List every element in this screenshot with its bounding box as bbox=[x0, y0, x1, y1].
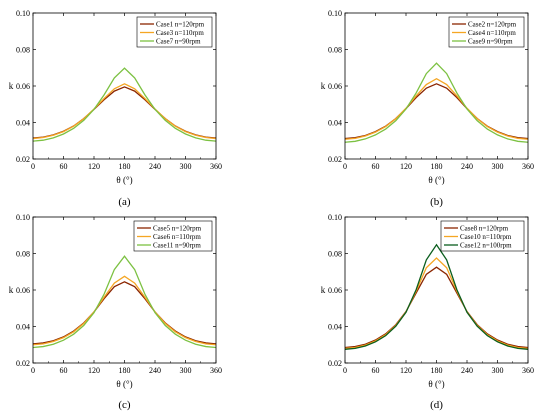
y-tick-label: 0.04 bbox=[16, 119, 30, 128]
y-axis-label: k bbox=[321, 285, 326, 295]
chart-panel-3: 0 60 120 180 240 300 360 0.02 0.04 0.06 0.08 0.10 θ … bbox=[9, 213, 222, 411]
y-tick-label: 0.08 bbox=[16, 46, 30, 55]
x-tick-label: 0 bbox=[31, 162, 35, 171]
y-tick-label: 0.10 bbox=[328, 9, 342, 18]
legend-entry: Case3 n=110rpm bbox=[156, 29, 204, 37]
x-tick-label: 60 bbox=[60, 162, 68, 171]
legend-entry: Case7 n=90rpm bbox=[156, 38, 201, 46]
y-tick-label: 0.02 bbox=[16, 155, 30, 164]
panel-caption: (c) bbox=[118, 399, 131, 411]
series-line-3 bbox=[344, 62, 529, 143]
series-line-2 bbox=[344, 77, 529, 140]
x-tick-label: 180 bbox=[119, 366, 131, 375]
series-line-2 bbox=[344, 257, 529, 350]
legend-entry: Case11 n=90rpm bbox=[153, 242, 201, 250]
legend-entry: Case8 n=120rpm bbox=[460, 225, 509, 233]
x-tick-label: 360 bbox=[210, 366, 222, 375]
y-tick-label: 0.08 bbox=[16, 250, 30, 259]
x-tick-label: 60 bbox=[372, 366, 380, 375]
series-line-1 bbox=[344, 83, 529, 140]
x-tick-label: 360 bbox=[522, 162, 534, 171]
y-axis-label: k bbox=[9, 285, 14, 295]
y-tick-label: 0.10 bbox=[328, 213, 342, 222]
x-axis-label: θ (°) bbox=[116, 175, 132, 185]
x-axis-label: θ (°) bbox=[428, 379, 444, 389]
x-tick-label: 240 bbox=[461, 162, 473, 171]
x-tick-label: 300 bbox=[492, 162, 504, 171]
x-tick-label: 120 bbox=[88, 366, 100, 375]
x-tick-label: 300 bbox=[180, 366, 192, 375]
x-tick-label: 300 bbox=[180, 162, 192, 171]
legend-entry: Case4 n=110rpm bbox=[468, 29, 516, 37]
y-tick-label: 0.04 bbox=[328, 119, 342, 128]
x-tick-label: 240 bbox=[149, 162, 161, 171]
legend-entry: Case10 n=110rpm bbox=[460, 233, 512, 241]
chart-panel-4: 0 60 120 180 240 300 360 0.02 0.04 0.06 0.08 0.10 θ … bbox=[321, 213, 534, 411]
y-tick-label: 0.10 bbox=[16, 9, 30, 18]
y-axis-label: k bbox=[9, 81, 14, 91]
y-tick-label: 0.06 bbox=[16, 286, 30, 295]
panel-caption: (d) bbox=[430, 399, 443, 411]
series-line-2 bbox=[32, 275, 217, 346]
y-axis-label: k bbox=[321, 81, 326, 91]
x-tick-label: 120 bbox=[400, 162, 412, 171]
x-tick-label: 180 bbox=[119, 162, 131, 171]
legend-entry: Case6 n=110rpm bbox=[153, 233, 201, 241]
series-line-3 bbox=[344, 243, 529, 350]
x-axis-label: θ (°) bbox=[116, 379, 132, 389]
legend-entry: Case2 n=120rpm bbox=[468, 21, 517, 29]
y-tick-label: 0.04 bbox=[16, 323, 30, 332]
x-tick-label: 120 bbox=[88, 162, 100, 171]
x-tick-label: 120 bbox=[400, 366, 412, 375]
legend-entry: Case12 n=100rpm bbox=[460, 242, 512, 250]
x-tick-label: 360 bbox=[522, 366, 534, 375]
y-tick-label: 0.06 bbox=[328, 286, 342, 295]
series-line-2 bbox=[32, 83, 217, 140]
y-tick-label: 0.08 bbox=[328, 46, 342, 55]
x-tick-label: 240 bbox=[149, 366, 161, 375]
x-tick-label: 0 bbox=[343, 366, 347, 375]
legend-entry: Case1 n=120rpm bbox=[156, 21, 205, 29]
series-line-1 bbox=[344, 266, 529, 349]
x-tick-label: 180 bbox=[431, 366, 443, 375]
y-tick-label: 0.02 bbox=[16, 359, 30, 368]
y-tick-label: 0.06 bbox=[16, 82, 30, 91]
series-line-3 bbox=[32, 67, 217, 142]
series-line-1 bbox=[32, 281, 217, 345]
chart-panel-2: 0 60 120 180 240 300 360 0.02 0.04 0.06 0.08 0.10 θ … bbox=[321, 9, 534, 208]
x-tick-label: 240 bbox=[461, 366, 473, 375]
x-tick-label: 60 bbox=[372, 162, 380, 171]
panel-caption: (b) bbox=[430, 196, 443, 208]
legend-entry: Case9 n=90rpm bbox=[468, 38, 513, 46]
panel-caption: (a) bbox=[118, 196, 131, 208]
series-line-1 bbox=[32, 86, 217, 139]
legend-entry: Case5 n=120rpm bbox=[153, 225, 202, 233]
x-tick-label: 60 bbox=[60, 366, 68, 375]
y-tick-label: 0.08 bbox=[328, 250, 342, 259]
x-axis-label: θ (°) bbox=[428, 175, 444, 185]
x-tick-label: 0 bbox=[31, 366, 35, 375]
y-tick-label: 0.02 bbox=[328, 359, 342, 368]
x-tick-label: 300 bbox=[492, 366, 504, 375]
y-tick-label: 0.02 bbox=[328, 155, 342, 164]
chart-panel-1: 0 60 120 180 240 300 360 0.02 0.04 0.06 0.08 0.10 θ … bbox=[9, 9, 222, 208]
y-tick-label: 0.10 bbox=[16, 213, 30, 222]
y-tick-label: 0.04 bbox=[328, 323, 342, 332]
series-line-3 bbox=[32, 255, 217, 349]
x-tick-label: 360 bbox=[210, 162, 222, 171]
x-tick-label: 180 bbox=[431, 162, 443, 171]
x-tick-label: 0 bbox=[343, 162, 347, 171]
y-tick-label: 0.06 bbox=[328, 82, 342, 91]
